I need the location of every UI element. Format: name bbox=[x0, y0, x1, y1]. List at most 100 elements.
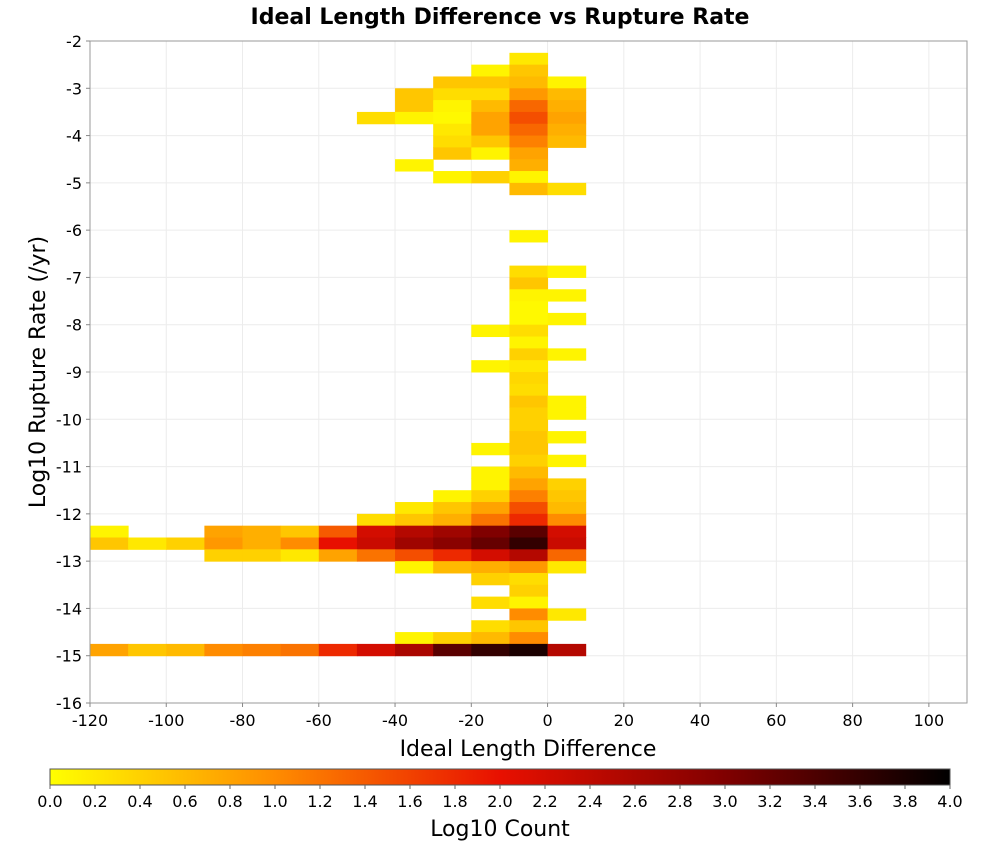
heatmap-cell bbox=[471, 596, 510, 609]
heatmap-cell bbox=[509, 596, 549, 609]
colorbar-tick-label: 2.0 bbox=[487, 792, 512, 811]
chart-title: Ideal Length Difference vs Rupture Rate bbox=[251, 5, 750, 30]
heatmap-cell bbox=[509, 123, 549, 137]
heatmap-cell bbox=[509, 52, 549, 66]
heatmap-cell bbox=[509, 490, 549, 503]
heatmap-cell bbox=[395, 159, 434, 172]
colorbar-tick-label: 0.4 bbox=[127, 792, 152, 811]
heatmap-cell bbox=[204, 525, 244, 538]
colorbar-tick-label: 0.2 bbox=[82, 792, 107, 811]
x-tick-label: -100 bbox=[148, 711, 184, 730]
heatmap-cell bbox=[433, 111, 472, 125]
y-tick-label: -14 bbox=[56, 599, 82, 618]
x-tick-label: 60 bbox=[766, 711, 786, 730]
heatmap-cell bbox=[509, 632, 549, 645]
colorbar-tick-label: 1.8 bbox=[442, 792, 467, 811]
heatmap-cell bbox=[547, 123, 587, 137]
heatmap-cell bbox=[395, 100, 434, 113]
heatmap-cell bbox=[547, 502, 587, 515]
y-tick-label: -8 bbox=[66, 316, 82, 335]
heatmap-cell bbox=[547, 513, 587, 527]
x-tick-label: -40 bbox=[382, 711, 408, 730]
heatmap-cell bbox=[547, 88, 587, 101]
heatmap-cell bbox=[471, 88, 510, 101]
heatmap-cell bbox=[471, 572, 510, 586]
heatmap-cell bbox=[471, 549, 510, 562]
heatmap-cell bbox=[471, 632, 510, 645]
heatmap-cell bbox=[395, 632, 434, 645]
heatmap-cell bbox=[433, 643, 472, 657]
heatmap-cell bbox=[166, 537, 205, 550]
heatmap-cell bbox=[471, 561, 510, 574]
colorbar-tick-label: 0.0 bbox=[37, 792, 62, 811]
y-tick-label: -5 bbox=[66, 174, 82, 193]
heatmap-cell bbox=[204, 537, 244, 550]
y-axis-title: Log10 Rupture Rate (/yr) bbox=[26, 236, 51, 508]
heatmap-cell bbox=[356, 525, 396, 538]
heatmap-cell bbox=[395, 525, 434, 538]
x-tick-label: 0 bbox=[542, 711, 552, 730]
heatmap-cell bbox=[509, 572, 549, 586]
heatmap-cell bbox=[128, 537, 167, 550]
heatmap-cell bbox=[547, 312, 587, 326]
heatmap-cell bbox=[395, 88, 434, 101]
heatmap-cell bbox=[395, 537, 434, 550]
heatmap-cell bbox=[509, 277, 549, 290]
heatmap-cell bbox=[242, 537, 282, 550]
y-tick-label: -7 bbox=[66, 268, 82, 287]
heatmap-cell bbox=[356, 513, 396, 527]
heatmap-cell bbox=[471, 466, 510, 479]
heatmap-cell bbox=[433, 76, 472, 89]
heatmap-cell bbox=[395, 111, 434, 125]
heatmap-cell bbox=[509, 100, 549, 113]
heatmap-cell bbox=[433, 632, 472, 645]
heatmap-cell bbox=[547, 537, 587, 550]
heatmap-cell bbox=[547, 478, 587, 491]
heatmap-cell bbox=[547, 265, 587, 278]
heatmap-cell bbox=[509, 502, 549, 515]
heatmap-cell bbox=[509, 372, 549, 385]
heatmap-cell bbox=[547, 549, 587, 562]
heatmap-cell bbox=[509, 513, 549, 527]
heatmap-cell bbox=[509, 312, 549, 326]
heatmap-cell bbox=[509, 643, 549, 657]
y-tick-label: -2 bbox=[66, 32, 82, 51]
heatmap-cell bbox=[433, 525, 472, 538]
heatmap-cell bbox=[509, 230, 549, 243]
heatmap-cell bbox=[471, 513, 510, 527]
heatmap-cell bbox=[242, 525, 282, 538]
heatmap-cell bbox=[471, 442, 510, 456]
heatmap-cell bbox=[90, 537, 129, 550]
heatmap-cell bbox=[509, 182, 549, 196]
heatmap-cell bbox=[90, 525, 129, 538]
y-tick-label: -3 bbox=[66, 79, 82, 98]
heatmap-cell bbox=[204, 643, 244, 657]
heatmap-cell bbox=[509, 478, 549, 491]
heatmap-cell bbox=[433, 100, 472, 113]
x-tick-label: 80 bbox=[842, 711, 862, 730]
heatmap-cell bbox=[356, 549, 396, 562]
heatmap-cell bbox=[509, 620, 549, 633]
heatmap-cell bbox=[547, 490, 587, 503]
x-tick-label: -120 bbox=[72, 711, 108, 730]
heatmap-cell bbox=[433, 135, 472, 148]
heatmap-cell bbox=[509, 159, 549, 172]
heatmap-cell bbox=[356, 111, 396, 125]
heatmap-cell bbox=[547, 454, 587, 468]
x-axis-title: Ideal Length Difference bbox=[400, 737, 657, 762]
heatmap-cell bbox=[509, 442, 549, 456]
heatmap-cell bbox=[547, 135, 587, 148]
heatmap-cell bbox=[471, 147, 510, 160]
heatmap-cell bbox=[280, 643, 320, 657]
heatmap-cell bbox=[433, 561, 472, 574]
heatmap-cell bbox=[433, 147, 472, 160]
heatmap-cell bbox=[547, 182, 587, 196]
heatmap-cell bbox=[433, 513, 472, 527]
colorbar-tick-label: 1.0 bbox=[262, 792, 287, 811]
y-tick-label: -11 bbox=[56, 458, 82, 477]
heatmap-cell bbox=[547, 395, 587, 408]
y-tick-label: -10 bbox=[56, 410, 82, 429]
heatmap-cell bbox=[318, 643, 358, 657]
heatmap-cell bbox=[509, 301, 549, 314]
